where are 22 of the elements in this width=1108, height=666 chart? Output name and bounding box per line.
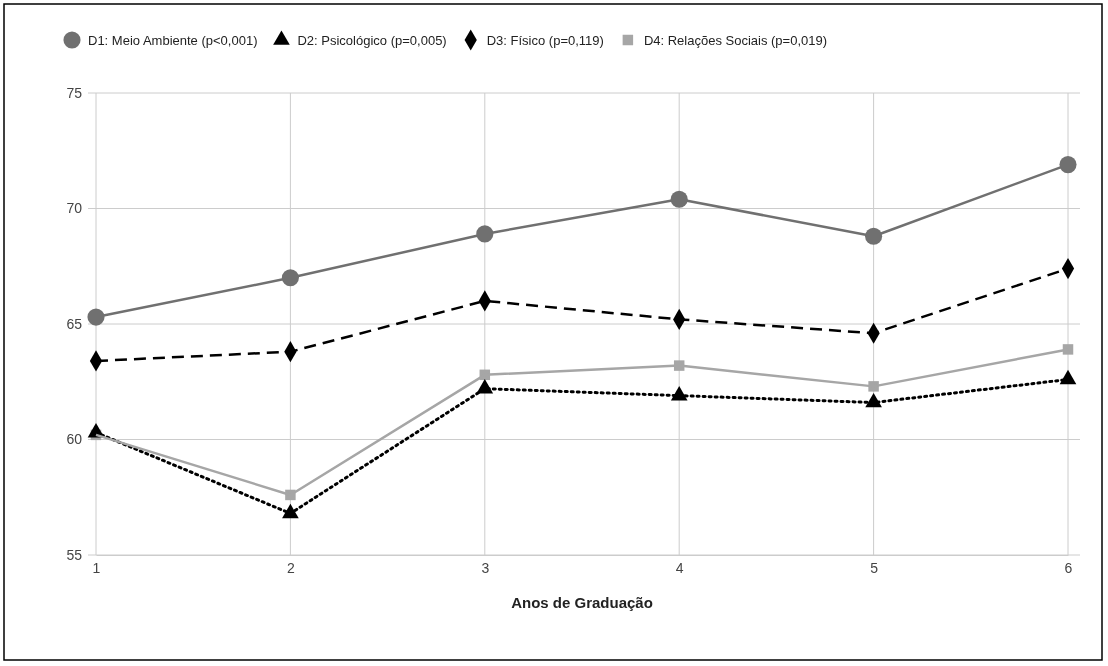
point — [281, 269, 299, 287]
x-tick-label: 5 — [870, 559, 879, 576]
x-tick-label: 4 — [675, 559, 684, 576]
point — [865, 227, 883, 245]
legend-label: D4: Relações Sociais (p=0,019) — [643, 33, 828, 48]
y-tick-label: 60 — [66, 431, 83, 448]
x-axis-title: Anos de Graduação — [511, 594, 653, 611]
legend-label: D1: Meio Ambiente (p<0,001) — [88, 33, 258, 48]
y-tick-label: 65 — [66, 315, 83, 332]
x-tick-label: 2 — [287, 559, 295, 576]
point — [476, 225, 494, 243]
x-tick-label: 3 — [481, 559, 490, 576]
point — [670, 190, 688, 208]
point — [87, 308, 105, 326]
y-tick-label: 75 — [66, 84, 83, 101]
point — [1059, 156, 1077, 174]
x-tick-label: 1 — [92, 559, 101, 576]
legend-label: D3: Físico (p=0,119) — [486, 33, 604, 48]
y-tick-label: 70 — [66, 200, 83, 217]
legend-label: D2: Psicológico (p=0,005) — [297, 33, 447, 48]
x-tick-label: 6 — [1064, 559, 1073, 576]
y-tick-label: 55 — [66, 546, 83, 563]
